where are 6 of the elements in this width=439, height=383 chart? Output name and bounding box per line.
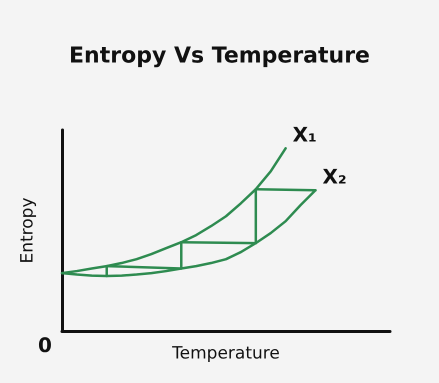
chart-title: Entropy Vs Temperature [69,44,370,68]
text: 0 [38,333,52,357]
x-axis-title: Temperature [171,344,280,364]
y-axis-title: Entropy [18,197,38,264]
series-label: X₁ [292,122,317,146]
series-label: X₂ [322,164,347,188]
